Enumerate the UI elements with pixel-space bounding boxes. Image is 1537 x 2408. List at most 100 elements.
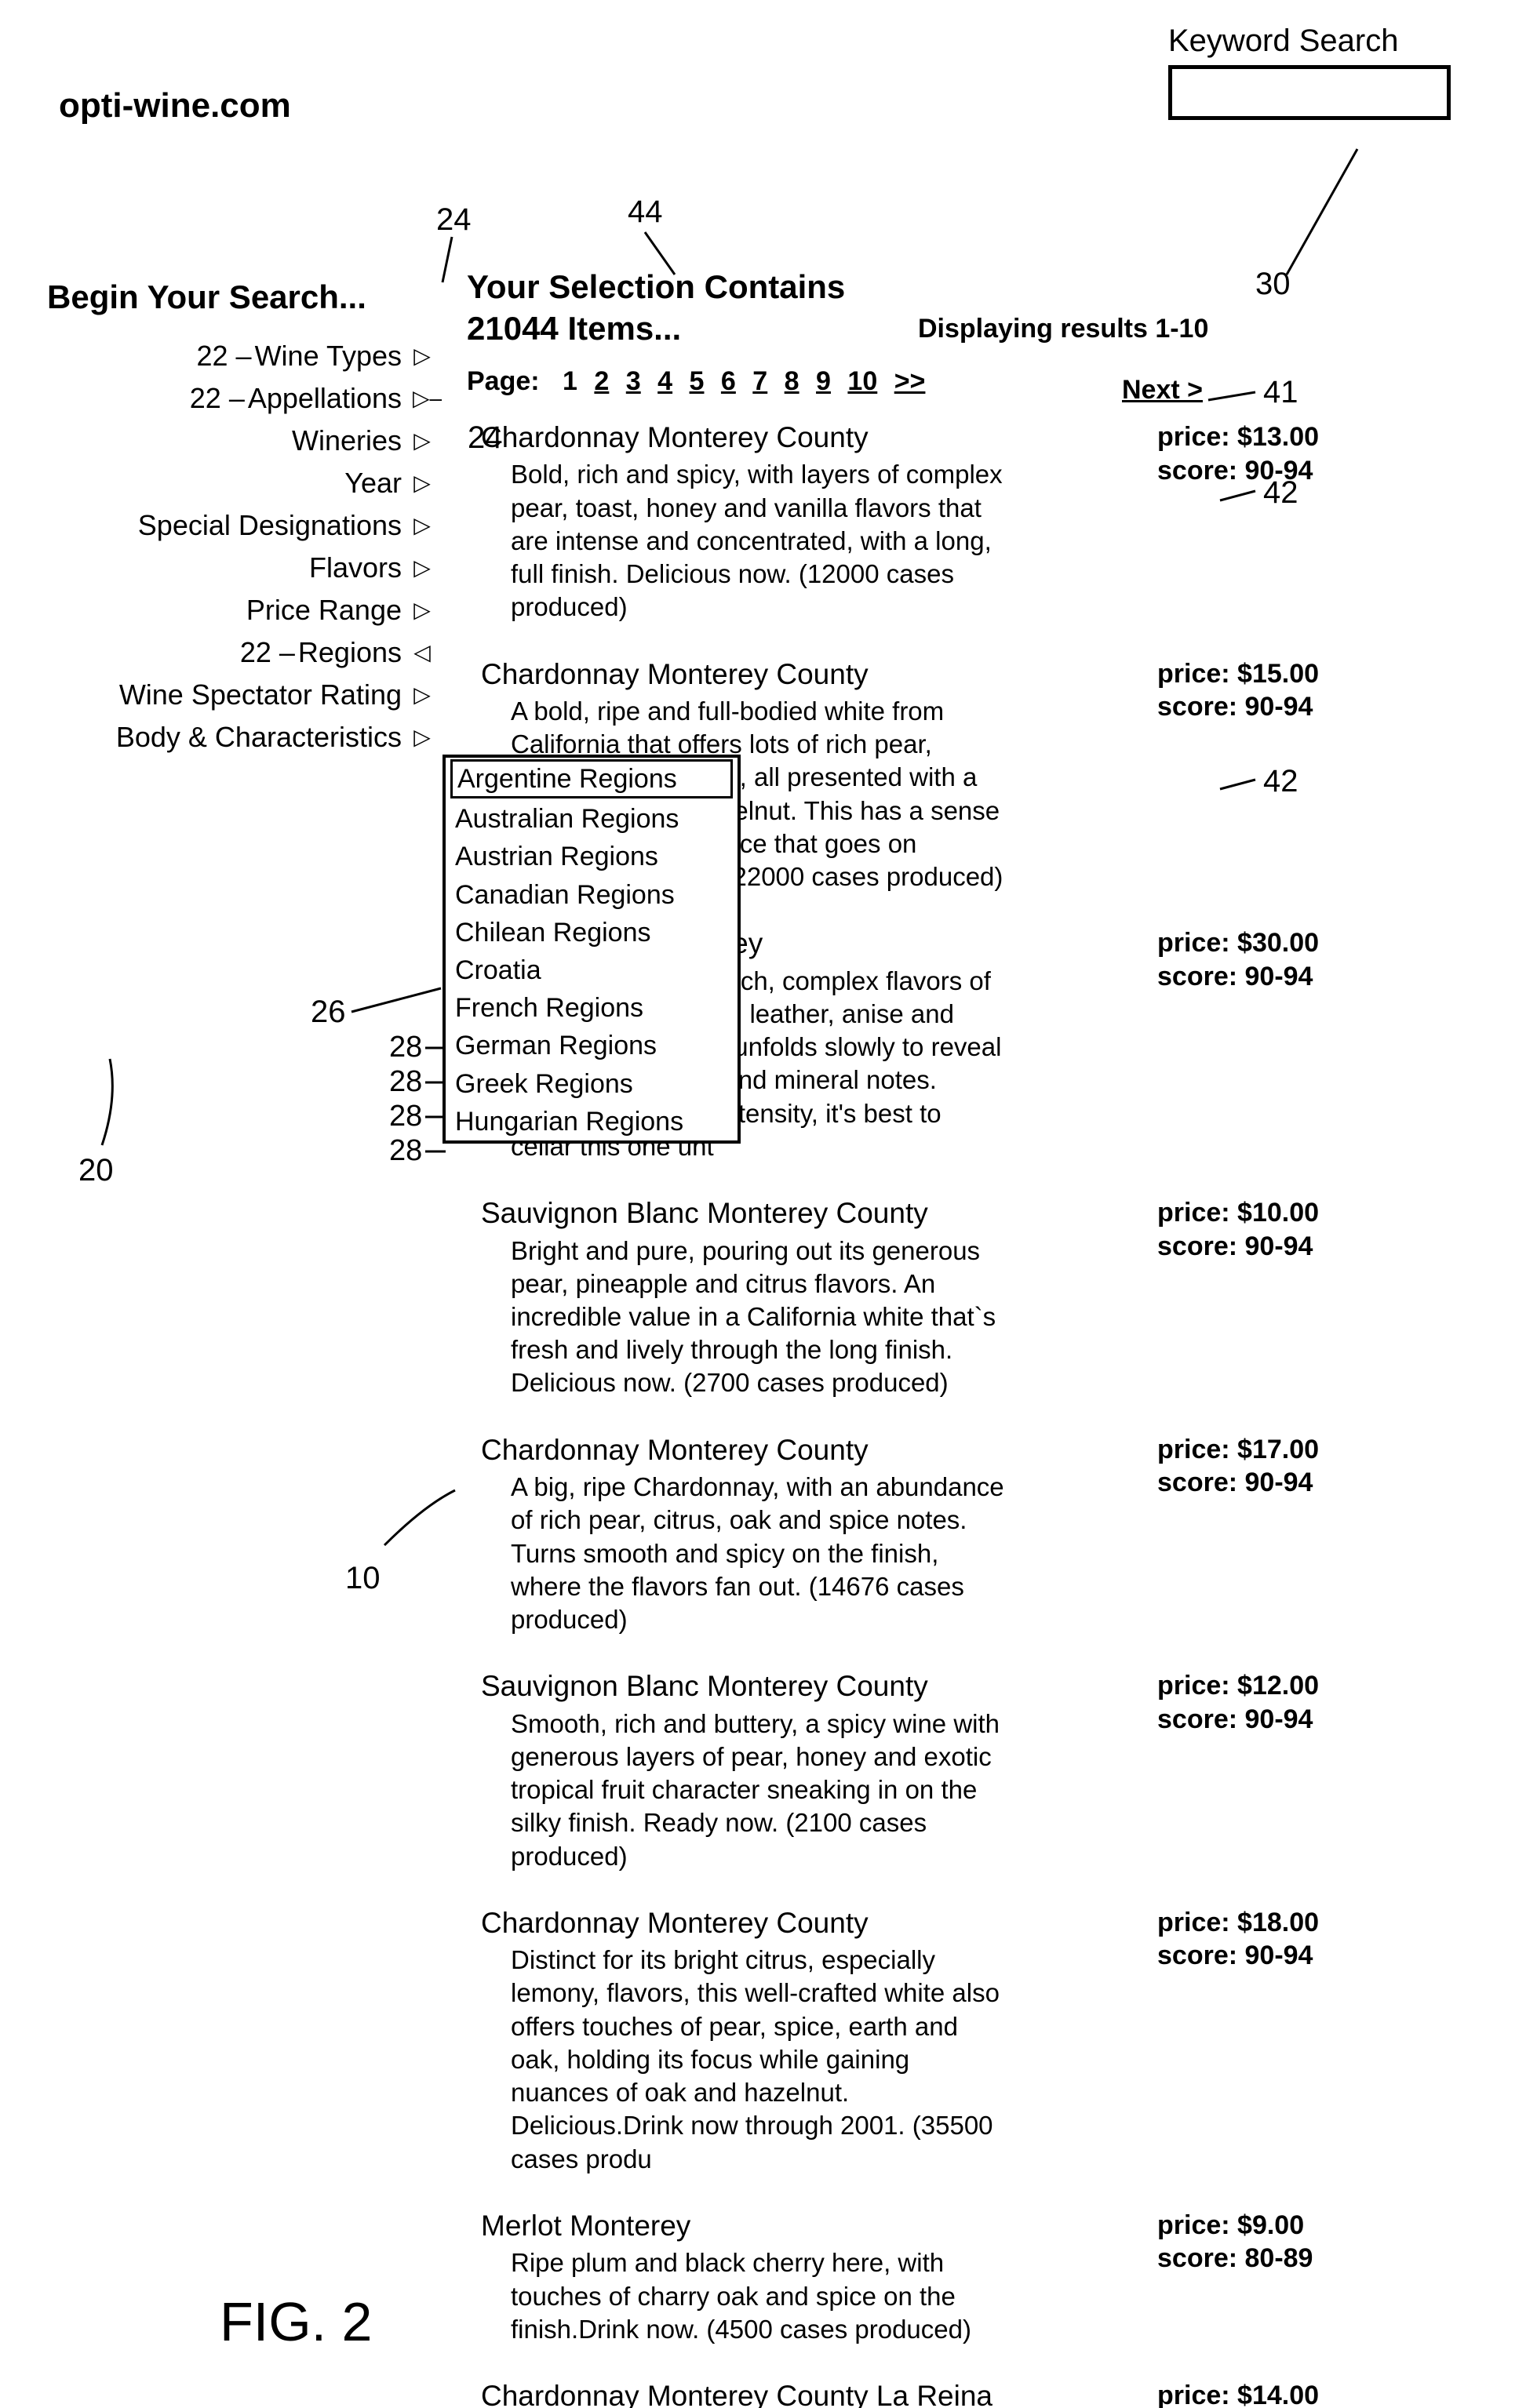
site-title: opti-wine.com (59, 86, 291, 125)
region-option-chilean[interactable]: Chilean Regions (446, 914, 738, 951)
region-option-greek[interactable]: Greek Regions (446, 1065, 738, 1103)
result-title[interactable]: Chardonnay Monterey County La Reina Vine… (481, 2379, 1007, 2408)
region-option-french[interactable]: French Regions (446, 989, 738, 1027)
result-item: Chardonnay Monterey County A big, ripe C… (467, 1433, 1393, 1637)
facet-flavors[interactable]: Flavors ▷ (47, 547, 432, 589)
page-10[interactable]: 10 (847, 366, 877, 396)
region-option-argentine[interactable]: Argentine Regions (450, 759, 733, 798)
selection-heading: Your Selection Contains 21044 Items... (467, 267, 914, 349)
result-title[interactable]: Chardonnay Monterey County (481, 1433, 1007, 1468)
result-description: Ripe plum and black cherry here, with to… (511, 2246, 1005, 2346)
facet-wine-types[interactable]: 22 – Wine Types ▷ (47, 335, 432, 377)
results-list: Chardonnay Monterey County Bold, rich an… (467, 420, 1455, 2408)
begin-search-heading: Begin Your Search... (47, 278, 432, 316)
result-description: Bold, rich and spicy, with layers of com… (511, 458, 1005, 624)
facet-wineries[interactable]: Wineries ▷ (47, 420, 432, 462)
facet-label: Wineries (292, 424, 402, 457)
result-description: Smooth, rich and buttery, a spicy wine w… (511, 1708, 1005, 1873)
triangle-right-icon: ▷ (413, 472, 432, 494)
callout-44: 44 (628, 195, 663, 230)
result-title[interactable]: Merlot Monterey (481, 2209, 1007, 2243)
result-meta: price: $9.00 score: 80-89 (1157, 2209, 1393, 2275)
page-5[interactable]: 5 (690, 366, 705, 396)
result-score: score: 90-94 (1157, 1939, 1393, 1973)
result-score: score: 90-94 (1157, 1466, 1393, 1500)
triangle-right-icon: ▷ (413, 515, 432, 537)
callout-20: 20 (78, 1153, 114, 1188)
next-link[interactable]: Next > (1122, 375, 1203, 406)
result-meta: price: $14.00 score: 90-94 (1157, 2379, 1393, 2408)
region-option-austrian[interactable]: Austrian Regions (446, 838, 738, 875)
region-option-australian[interactable]: Australian Regions (446, 800, 738, 838)
result-title[interactable]: Chardonnay Monterey County (481, 657, 1007, 692)
result-item: Chardonnay Monterey County Bold, rich an… (467, 420, 1393, 624)
result-meta: price: $30.00 score: 90-94 (1157, 926, 1393, 993)
callout-28a: 28 (389, 1031, 422, 1064)
page-9[interactable]: 9 (816, 366, 831, 396)
page-7[interactable]: 7 (752, 366, 767, 396)
selection-heading-line1: Your Selection Contains (467, 268, 845, 305)
result-title[interactable]: Chardonnay Monterey County (481, 1906, 1007, 1941)
result-meta: price: $13.00 score: 90-94 (1157, 420, 1393, 487)
result-description: Bright and pure, pouring out its generou… (511, 1235, 1005, 1400)
regions-popup: Argentine Regions Australian Regions Aus… (443, 755, 741, 1144)
facet-regions[interactable]: 22 – Regions ◁ (47, 631, 432, 674)
result-price: price: $17.00 (1157, 1433, 1393, 1467)
result-score: score: 80-89 (1157, 2242, 1393, 2275)
facet-prefix: 22 – (240, 636, 295, 669)
result-meta: price: $17.00 score: 90-94 (1157, 1433, 1393, 1500)
triangle-right-icon: ▷ (413, 430, 432, 452)
page-2[interactable]: 2 (594, 366, 609, 396)
region-option-canadian[interactable]: Canadian Regions (446, 876, 738, 914)
result-price: price: $18.00 (1157, 1906, 1393, 1940)
facet-label: Year (344, 467, 402, 500)
triangle-right-icon: ▷ (413, 345, 432, 367)
triangle-right-icon: ▷ (413, 726, 432, 748)
result-item: Sauvignon Blanc Monterey County Bright a… (467, 1196, 1393, 1400)
page-3[interactable]: 3 (626, 366, 641, 396)
page-6[interactable]: 6 (721, 366, 736, 396)
result-score: score: 90-94 (1157, 960, 1393, 994)
facet-label: Regions (298, 636, 402, 669)
result-item: Chardonnay Monterey County La Reina Vine… (467, 2379, 1393, 2408)
callout-24a: 24 (436, 202, 472, 238)
result-score: score: 90-94 (1157, 454, 1393, 488)
facet-appellations[interactable]: 22 – Appellations ▷– (47, 377, 432, 420)
result-price: price: $13.00 (1157, 420, 1393, 454)
result-title[interactable]: Chardonnay Monterey County (481, 420, 1007, 455)
figure-label: FIG. 2 (220, 2290, 372, 2353)
facet-prefix: 22 – (197, 340, 252, 373)
facet-body-characteristics[interactable]: Body & Characteristics ▷ (47, 716, 432, 758)
keyword-search-input[interactable] (1168, 65, 1451, 120)
result-title[interactable]: Sauvignon Blanc Monterey County (481, 1669, 1007, 1704)
result-price: price: $30.00 (1157, 926, 1393, 960)
page-more[interactable]: >> (894, 366, 926, 396)
triangle-right-icon: ▷ (413, 599, 432, 621)
region-option-croatia[interactable]: Croatia (446, 951, 738, 989)
callout-28c: 28 (389, 1100, 422, 1133)
result-title[interactable]: Sauvignon Blanc Monterey County (481, 1196, 1007, 1231)
result-description: A big, ripe Chardonnay, with an abundanc… (511, 1471, 1005, 1636)
result-score: score: 90-94 (1157, 1230, 1393, 1264)
region-option-hungarian[interactable]: Hungarian Regions (446, 1103, 738, 1140)
callout-28d: 28 (389, 1134, 422, 1168)
result-meta: price: $15.00 score: 90-94 (1157, 657, 1393, 724)
facet-price-range[interactable]: Price Range ▷ (47, 589, 432, 631)
facet-label: Special Designations (138, 509, 402, 542)
page-1[interactable]: 1 (563, 366, 577, 396)
facet-special-designations[interactable]: Special Designations ▷ (47, 504, 432, 547)
facet-label: Body & Characteristics (116, 721, 402, 754)
page-4[interactable]: 4 (657, 366, 672, 396)
page-8[interactable]: 8 (785, 366, 799, 396)
region-option-german[interactable]: German Regions (446, 1027, 738, 1064)
facet-label: Wine Spectator Rating (119, 678, 402, 711)
facet-prefix: 22 – (190, 382, 245, 415)
facet-label: Flavors (309, 551, 402, 584)
result-item: Chardonnay Monterey County Distinct for … (467, 1906, 1393, 2176)
selection-heading-line2: 21044 Items... (467, 310, 681, 347)
facet-year[interactable]: Year ▷ (47, 462, 432, 504)
result-item: Sauvignon Blanc Monterey County Smooth, … (467, 1669, 1393, 1873)
pager-numbers: 1 2 3 4 5 6 7 8 9 10 >> (558, 366, 930, 396)
facet-wine-spectator-rating[interactable]: Wine Spectator Rating ▷ (47, 674, 432, 716)
keyword-search: Keyword Search (1168, 24, 1451, 120)
